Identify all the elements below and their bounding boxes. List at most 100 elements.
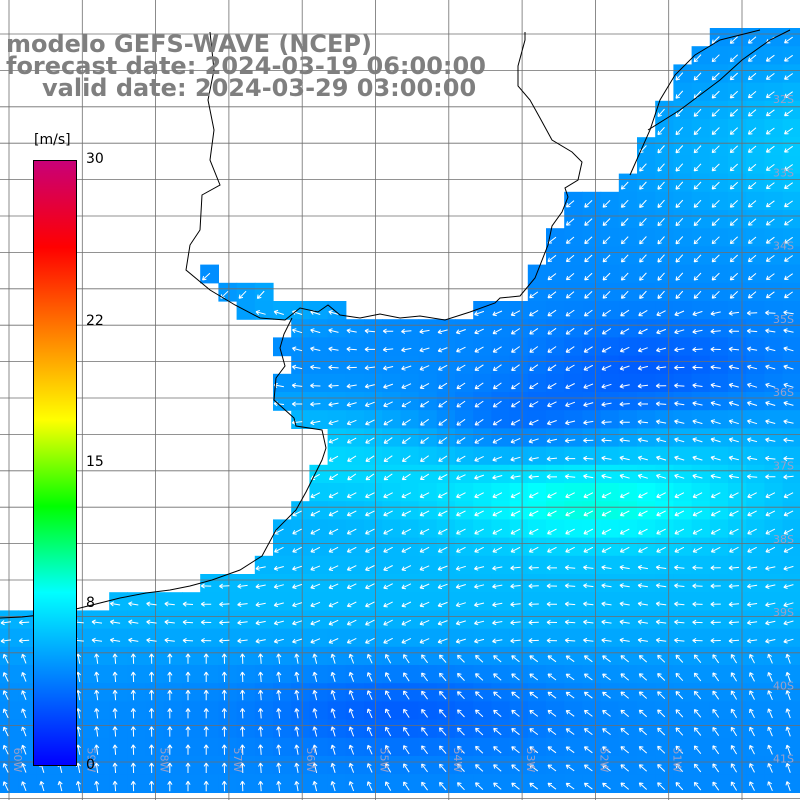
wind-speed-cell bbox=[564, 719, 583, 739]
wind-speed-cell bbox=[291, 501, 310, 520]
wind-speed-cell bbox=[746, 446, 765, 466]
wind-speed-cell bbox=[709, 119, 729, 138]
wind-arrow bbox=[692, 329, 703, 335]
wind-arrow bbox=[330, 744, 336, 755]
wind-arrow bbox=[639, 236, 647, 245]
wind-arrow bbox=[747, 291, 757, 299]
wind-arrow bbox=[185, 744, 191, 755]
wind-speed-cell bbox=[327, 537, 347, 557]
wind-arrow bbox=[365, 419, 375, 426]
wind-arrow bbox=[765, 236, 775, 244]
wind-arrow bbox=[783, 620, 794, 626]
colorbar-tick-label: 30 bbox=[86, 151, 104, 167]
wind-arrow bbox=[528, 601, 539, 607]
wind-arrow bbox=[711, 163, 720, 172]
wind-arrow bbox=[239, 653, 246, 664]
wind-arrow bbox=[747, 528, 757, 535]
wind-arrow bbox=[583, 637, 594, 643]
wind-arrow bbox=[492, 546, 503, 553]
wind-arrow bbox=[383, 528, 393, 535]
wind-arrow bbox=[237, 583, 248, 589]
wind-arrow bbox=[657, 727, 666, 736]
wind-speed-cell bbox=[728, 501, 747, 520]
wind-speed-cell bbox=[436, 719, 456, 739]
wind-speed-cell bbox=[618, 355, 638, 375]
wind-arrow bbox=[583, 402, 594, 407]
wind-arrow bbox=[346, 510, 357, 517]
wind-speed-cell bbox=[254, 701, 274, 721]
wind-speed-cell bbox=[382, 501, 401, 520]
wind-speed-cell bbox=[418, 483, 438, 502]
wind-arrow bbox=[94, 762, 100, 774]
wind-arrow bbox=[583, 565, 594, 571]
wind-arrow bbox=[746, 310, 758, 316]
wind-speed-cell bbox=[764, 701, 784, 721]
wind-speed-cell bbox=[145, 665, 165, 684]
wind-speed-cell bbox=[582, 555, 602, 575]
wind-arrow bbox=[656, 528, 666, 535]
wind-arrow bbox=[439, 690, 447, 700]
wind-arrow bbox=[602, 746, 611, 754]
wind-arrow bbox=[94, 744, 100, 755]
wind-speed-cell bbox=[327, 373, 347, 393]
wind-arrow bbox=[419, 473, 430, 480]
wind-arrow bbox=[182, 619, 194, 625]
wind-speed-cell bbox=[418, 537, 438, 557]
wind-speed-cell bbox=[473, 592, 492, 611]
wind-speed-cell bbox=[600, 555, 620, 575]
wind-arrow bbox=[2, 708, 9, 719]
wind-arrow bbox=[784, 291, 793, 299]
wind-arrow bbox=[275, 290, 283, 299]
wind-arrow bbox=[712, 763, 720, 773]
wind-arrow bbox=[711, 218, 720, 226]
wind-arrow bbox=[657, 290, 665, 299]
wind-speed-cell bbox=[36, 774, 56, 793]
wind-speed-cell bbox=[618, 665, 638, 684]
wind-arrow bbox=[692, 510, 703, 517]
wind-speed-cell bbox=[637, 337, 656, 357]
wind-speed-cell bbox=[527, 446, 547, 466]
wind-arrow bbox=[312, 708, 318, 719]
wind-arrow bbox=[602, 709, 611, 717]
wind-arrow bbox=[693, 709, 702, 718]
wind-speed-cell bbox=[600, 446, 620, 466]
wind-speed-cell bbox=[109, 665, 128, 684]
wind-arrow bbox=[294, 744, 300, 755]
wind-arrow bbox=[767, 781, 773, 791]
wind-arrow bbox=[200, 637, 212, 644]
wind-speed-cell bbox=[673, 756, 693, 775]
wind-arrow bbox=[202, 272, 211, 281]
wind-speed-cell bbox=[782, 373, 800, 393]
wind-arrow bbox=[620, 218, 629, 227]
wind-arrow bbox=[675, 691, 684, 700]
wind-arrow bbox=[348, 708, 355, 719]
wind-speed-cell bbox=[709, 301, 729, 320]
wind-arrow bbox=[547, 673, 557, 681]
wind-speed-cell bbox=[764, 464, 784, 484]
wind-arrow bbox=[529, 382, 539, 389]
wind-arrow bbox=[710, 546, 721, 553]
wind-speed-cell bbox=[455, 756, 474, 775]
wind-arrow bbox=[674, 473, 685, 479]
wind-arrow bbox=[312, 671, 318, 683]
wind-arrow bbox=[675, 727, 684, 736]
wind-speed-cell bbox=[782, 282, 800, 302]
wind-arrow bbox=[784, 127, 793, 135]
wind-arrow bbox=[348, 726, 355, 737]
wind-speed-cell bbox=[436, 337, 456, 357]
wind-arrow bbox=[711, 127, 720, 135]
wind-arrow bbox=[474, 546, 484, 553]
wind-arrow bbox=[2, 744, 9, 755]
wind-speed-cell bbox=[600, 228, 620, 247]
wind-speed-cell bbox=[200, 610, 219, 630]
wind-speed-cell bbox=[637, 501, 656, 520]
wind-arrow bbox=[182, 601, 194, 607]
wind-speed-cell bbox=[418, 646, 438, 666]
wind-arrow bbox=[620, 709, 630, 717]
wind-arrow bbox=[457, 763, 465, 772]
wind-arrow bbox=[366, 690, 373, 700]
wind-speed-cell bbox=[746, 719, 765, 739]
wind-speed-cell bbox=[655, 464, 674, 484]
wind-speed-cell bbox=[309, 719, 329, 739]
wind-speed-cell bbox=[618, 392, 638, 411]
